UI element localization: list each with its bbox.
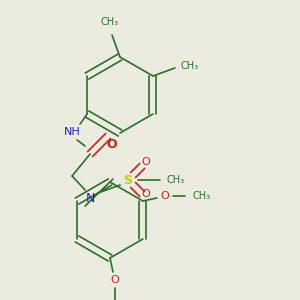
Text: CH₃: CH₃ <box>181 61 199 71</box>
Text: O: O <box>160 191 169 201</box>
Text: CH₃: CH₃ <box>166 175 184 185</box>
Text: O: O <box>111 275 119 285</box>
Text: CH₃: CH₃ <box>193 191 211 201</box>
Text: S: S <box>124 173 133 187</box>
Text: CH₃: CH₃ <box>101 17 119 27</box>
Text: O: O <box>142 157 151 167</box>
Text: O: O <box>107 137 117 151</box>
Text: NH: NH <box>64 127 80 137</box>
Text: O: O <box>142 189 151 199</box>
Text: N: N <box>85 191 95 205</box>
